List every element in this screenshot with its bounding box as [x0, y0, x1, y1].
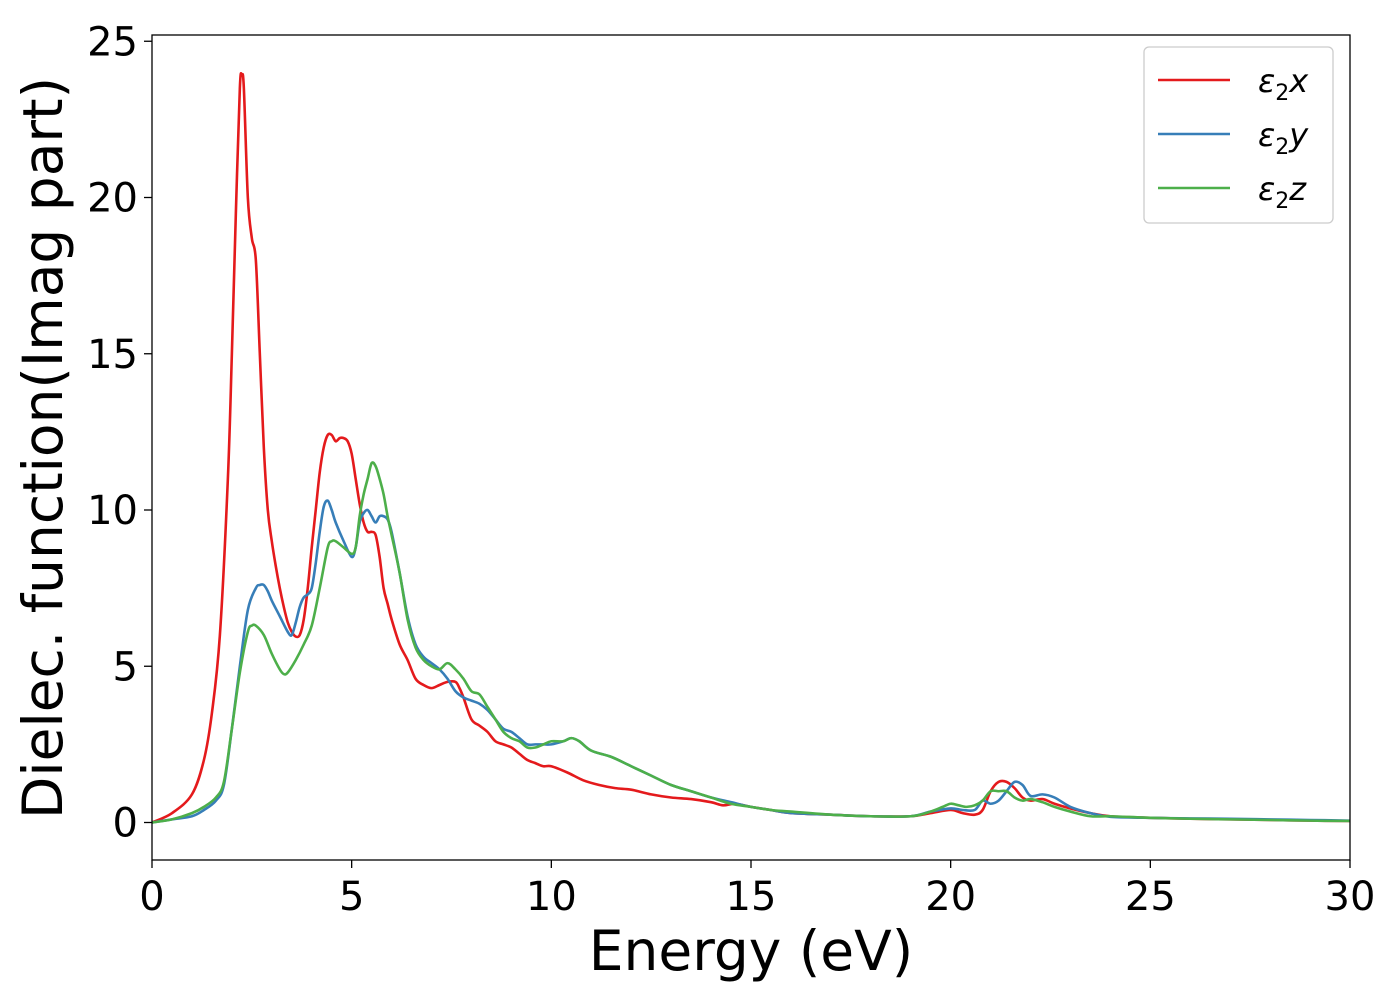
x-tick-label: 0 [139, 874, 164, 920]
y-axis-label: Dielec. function(Imag part) [11, 77, 75, 819]
y-tick-label: 25 [87, 19, 138, 65]
legend-entry-z: ε2z [1158, 170, 1307, 214]
y-tick-label: 20 [87, 176, 138, 222]
y-tick-label: 15 [87, 332, 138, 378]
legend-label: ε2y [1258, 116, 1309, 160]
legend-entry-x: ε2x [1158, 62, 1309, 106]
x-axis-label: Energy (eV) [589, 919, 913, 983]
x-tick-label: 25 [1125, 874, 1176, 920]
legend: ε2x ε2y ε2z [1143, 46, 1334, 224]
x-axis-ticks: 0 5 10 15 20 25 30 [139, 860, 1375, 920]
series-lines [152, 71, 1350, 824]
legend-label: ε2z [1258, 170, 1307, 214]
y-tick-label: 0 [113, 801, 138, 847]
series-line-x [152, 71, 1350, 824]
y-tick-label: 10 [87, 488, 138, 534]
legend-box [1143, 46, 1334, 224]
series-line-z [152, 461, 1350, 824]
x-tick-label: 15 [726, 874, 777, 920]
x-tick-label: 20 [925, 874, 976, 920]
y-axis-ticks: 0 5 10 15 20 25 [87, 19, 152, 847]
x-tick-label: 30 [1325, 874, 1376, 920]
x-tick-label: 10 [526, 874, 577, 920]
legend-label: ε2x [1258, 62, 1309, 106]
x-tick-label: 5 [339, 874, 364, 920]
series-line-y [152, 499, 1350, 824]
legend-entry-y: ε2y [1158, 116, 1309, 160]
y-tick-label: 5 [113, 644, 138, 690]
